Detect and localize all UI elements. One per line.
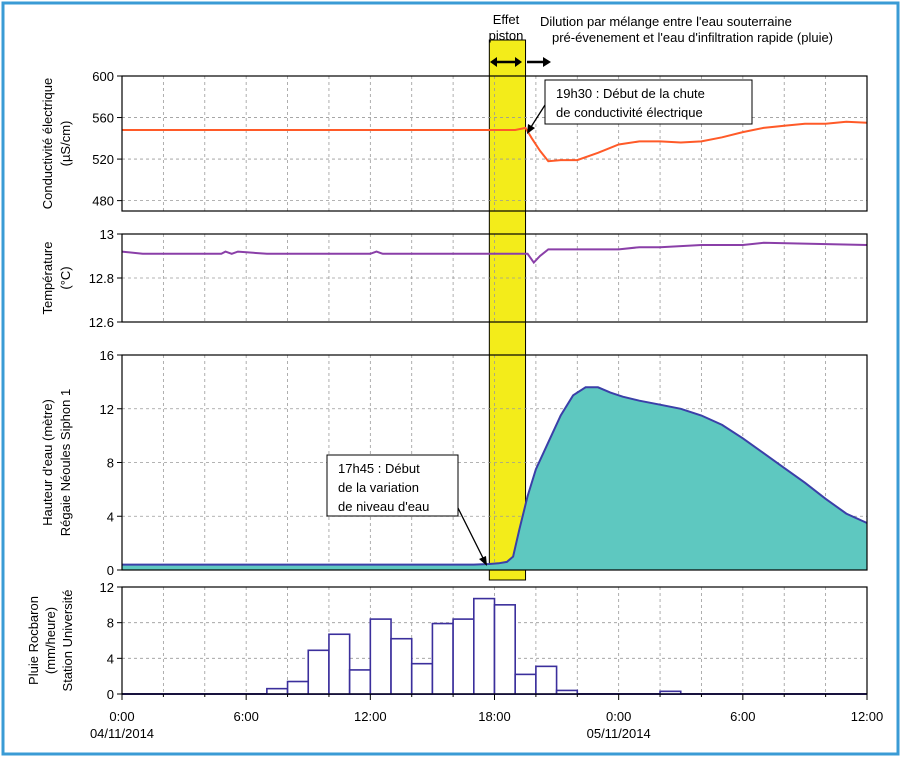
grid-layer <box>122 76 867 694</box>
level-annotation-arrow <box>457 507 487 566</box>
rainfall-bar <box>348 669 372 695</box>
level-annotation-line2: de la variation <box>338 480 419 495</box>
ce-annotation-box <box>544 79 753 125</box>
rainfall-bar <box>286 680 310 695</box>
level-annotation-box <box>326 454 459 517</box>
dilution-arrow <box>527 57 551 67</box>
level-annotation-line3: de niveau d'eau <box>338 499 429 514</box>
rainfall-ytick-label: 12 <box>100 580 114 595</box>
rainfall-bar <box>452 618 475 695</box>
rainfall-ytick-label: 8 <box>107 616 114 631</box>
rainfall-ylabel: (mm/heure) <box>43 607 58 674</box>
rainfall-bar <box>307 649 330 695</box>
rainfall-bar <box>493 604 516 695</box>
x-tick-label: 18:00 <box>478 709 511 724</box>
x-date-label: 04/11/2014 <box>90 726 154 741</box>
rainfall-bar <box>410 662 434 695</box>
water-level-ytick-label: 8 <box>107 456 114 471</box>
conductivity-series-line <box>122 120 868 163</box>
rainfall-bar <box>266 687 289 695</box>
rainfall-bar <box>328 633 351 695</box>
conductivity-ylabel: (µS/cm) <box>58 121 73 167</box>
x-tick-label: 0:00 <box>606 709 631 724</box>
x-tick-label: 12:00 <box>851 709 884 724</box>
water-level-ytick-label: 16 <box>100 348 114 363</box>
piston-label-line1: Effet <box>493 12 520 27</box>
conductivity-ytick-label: 560 <box>92 111 114 126</box>
rainfall-ytick-label: 0 <box>107 687 114 702</box>
conductivity-ytick-label: 600 <box>92 69 114 84</box>
temperature-ytick-label: 12.8 <box>89 271 114 286</box>
water-level-ytick-label: 4 <box>107 509 114 524</box>
water-level-ylabel: Régaie Néoules Siphon 1 <box>58 389 73 536</box>
ce-annotation-arrow <box>527 104 546 134</box>
rainfall-ylabel: Pluie Rocbaron <box>26 596 41 685</box>
conductivity-ytick-label: 520 <box>92 152 114 167</box>
rainfall-ylabel: Station Université <box>60 590 75 692</box>
water-level-area <box>122 387 867 570</box>
piston-label-line2: piston <box>489 28 524 43</box>
rainfall-bar <box>535 665 558 695</box>
conductivity-ylabel: Conductivité électrique <box>40 78 55 210</box>
water-level-ylabel: Hauteur d'eau (mètre) <box>40 399 55 526</box>
x-tick-label: 12:00 <box>354 709 387 724</box>
piston-arrow <box>490 57 522 67</box>
level-annotation-line1: 17h45 : Début <box>338 461 420 476</box>
rainfall-ytick-label: 4 <box>107 651 114 666</box>
temperature-ylabel: (°C) <box>58 266 73 289</box>
x-tick-label: 6:00 <box>234 709 259 724</box>
rainfall-bar <box>473 597 496 695</box>
conductivity-ytick-label: 480 <box>92 194 114 209</box>
dilution-label-line1: Dilution par mélange entre l'eau souterr… <box>540 14 792 29</box>
x-tick-label: 6:00 <box>730 709 755 724</box>
x-tick-label: 0:00 <box>109 709 134 724</box>
temperature-ytick-label: 13 <box>100 227 114 242</box>
rainfall-bar <box>369 618 392 695</box>
water-level-ytick-label: 0 <box>107 563 114 578</box>
x-date-label: 05/11/2014 <box>587 726 651 741</box>
water-level-ytick-label: 12 <box>100 402 114 417</box>
temperature-ytick-label: 12.6 <box>89 315 114 330</box>
temperature-series-line <box>121 241 868 265</box>
rainfall-bar <box>514 673 537 695</box>
water-level-series-line <box>122 386 868 566</box>
rainfall-bar <box>390 637 413 695</box>
temperature-ylabel: Température <box>40 242 55 315</box>
dilution-label-line2: pré-évenement et l'eau d'infiltration ra… <box>552 30 833 45</box>
ce-annotation-line2: de conductivité électrique <box>556 105 703 120</box>
ce-annotation-line1: 19h30 : Début de la chute <box>556 86 705 101</box>
rainfall-bar <box>431 622 454 695</box>
conductivity-axis-box <box>121 75 868 212</box>
